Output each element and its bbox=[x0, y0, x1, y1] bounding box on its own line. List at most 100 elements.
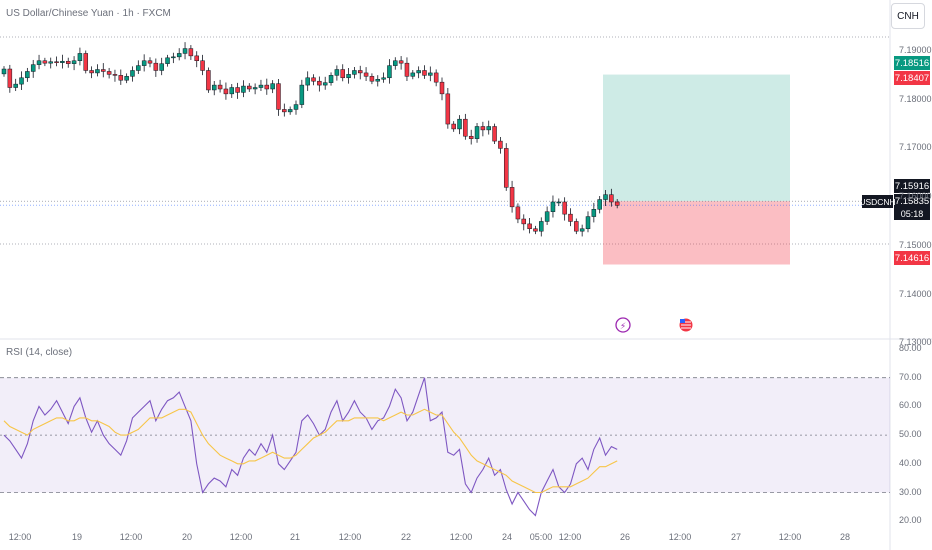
rsi-axis-label: 40.00 bbox=[899, 457, 922, 468]
bar-countdown: 05:18 bbox=[894, 208, 930, 220]
candle bbox=[562, 201, 567, 215]
candle bbox=[19, 77, 24, 85]
candle bbox=[480, 126, 486, 131]
time-axis-label: 12:00 bbox=[338, 532, 362, 542]
candle bbox=[463, 118, 468, 137]
candle bbox=[352, 70, 357, 75]
candle bbox=[398, 60, 404, 64]
candle bbox=[71, 60, 77, 64]
time-axis-label: 27 bbox=[730, 532, 742, 542]
candle bbox=[171, 56, 176, 59]
price-axis-label: 7.15000 bbox=[899, 239, 932, 250]
candle bbox=[206, 70, 211, 91]
candle bbox=[112, 74, 118, 76]
candle bbox=[223, 88, 229, 95]
price-axis-label: 7.17000 bbox=[899, 142, 932, 153]
candle bbox=[574, 221, 579, 232]
currency-button[interactable]: CNH bbox=[891, 3, 925, 29]
candle bbox=[182, 48, 188, 54]
candle bbox=[334, 69, 340, 76]
candle bbox=[410, 72, 416, 77]
candle bbox=[83, 53, 89, 71]
loss-zone bbox=[603, 201, 790, 265]
rsi-ma-line bbox=[3, 408, 618, 494]
candle bbox=[433, 72, 439, 83]
price-axis-label: 7.13000 bbox=[899, 337, 932, 348]
candle bbox=[311, 77, 316, 82]
rsi-axis-label: 80.00 bbox=[899, 343, 922, 353]
candle bbox=[579, 228, 585, 232]
rsi-axis-label: 60.00 bbox=[899, 400, 922, 411]
candle bbox=[603, 194, 608, 200]
candle bbox=[252, 87, 258, 90]
candle bbox=[159, 63, 164, 71]
candle bbox=[200, 60, 205, 71]
time-axis-label: 22 bbox=[400, 532, 412, 542]
price-axis-label: 7.14000 bbox=[899, 288, 932, 299]
event-icon[interactable] bbox=[615, 317, 631, 333]
candle bbox=[124, 76, 129, 81]
candle bbox=[235, 87, 240, 93]
candle bbox=[141, 60, 147, 66]
candle bbox=[428, 72, 433, 76]
time-axis-label: 12:00 bbox=[119, 532, 143, 542]
time-axis-label: 12:00 bbox=[778, 532, 802, 542]
time-axis-label: 26 bbox=[619, 532, 631, 542]
candle bbox=[42, 60, 48, 64]
candle bbox=[544, 211, 550, 222]
candle bbox=[165, 57, 170, 64]
candle bbox=[95, 69, 100, 74]
candle bbox=[188, 48, 194, 57]
candle bbox=[468, 135, 474, 139]
candle bbox=[591, 209, 597, 217]
candle bbox=[404, 62, 410, 77]
candle bbox=[241, 85, 246, 93]
candle bbox=[451, 123, 456, 130]
candle bbox=[457, 118, 462, 130]
candle bbox=[106, 71, 112, 75]
time-axis-label: 12:00 bbox=[668, 532, 692, 542]
candle bbox=[299, 84, 305, 105]
candle bbox=[194, 55, 199, 61]
candle bbox=[7, 68, 13, 88]
candle bbox=[89, 70, 94, 74]
price-axis-label: 7.18000 bbox=[899, 93, 932, 104]
candle bbox=[416, 70, 421, 74]
candle bbox=[346, 74, 351, 79]
candle bbox=[498, 140, 503, 149]
flag-canton bbox=[680, 319, 685, 323]
candle bbox=[1, 68, 7, 75]
candle bbox=[533, 228, 538, 232]
candle bbox=[176, 53, 182, 58]
candle bbox=[340, 69, 345, 79]
candle bbox=[614, 201, 620, 206]
candle bbox=[258, 84, 264, 88]
candle bbox=[317, 80, 322, 86]
rsi-title: RSI (14, close) bbox=[6, 347, 73, 358]
time-axis-label: 19 bbox=[71, 532, 83, 542]
candle bbox=[539, 221, 544, 232]
candle bbox=[597, 199, 602, 210]
candle bbox=[264, 84, 270, 90]
candle bbox=[585, 216, 591, 230]
candle bbox=[305, 77, 310, 86]
rsi-axis-label: 70.00 bbox=[899, 371, 922, 382]
candle bbox=[282, 109, 287, 113]
candle bbox=[363, 72, 369, 77]
chart-title: US Dollar/Chinese Yuan · 1h · FXCM bbox=[6, 8, 171, 19]
candle bbox=[568, 213, 573, 222]
candle bbox=[509, 187, 515, 208]
rsi-line bbox=[3, 377, 618, 517]
candle bbox=[328, 75, 334, 83]
symbol-label: USDCNH bbox=[859, 195, 896, 208]
time-axis-label: 12:00 bbox=[449, 532, 473, 542]
candle bbox=[247, 85, 252, 90]
time-axis-label: 12:00 bbox=[8, 532, 32, 542]
current-price-tag: 7.15835 bbox=[894, 194, 930, 208]
target-price-tag: 7.18516 bbox=[894, 56, 930, 70]
candle bbox=[393, 60, 398, 66]
time-axis-label: 12:00 bbox=[229, 532, 253, 542]
candle bbox=[147, 60, 153, 64]
high-price-tag: 7.18407 bbox=[894, 71, 930, 85]
